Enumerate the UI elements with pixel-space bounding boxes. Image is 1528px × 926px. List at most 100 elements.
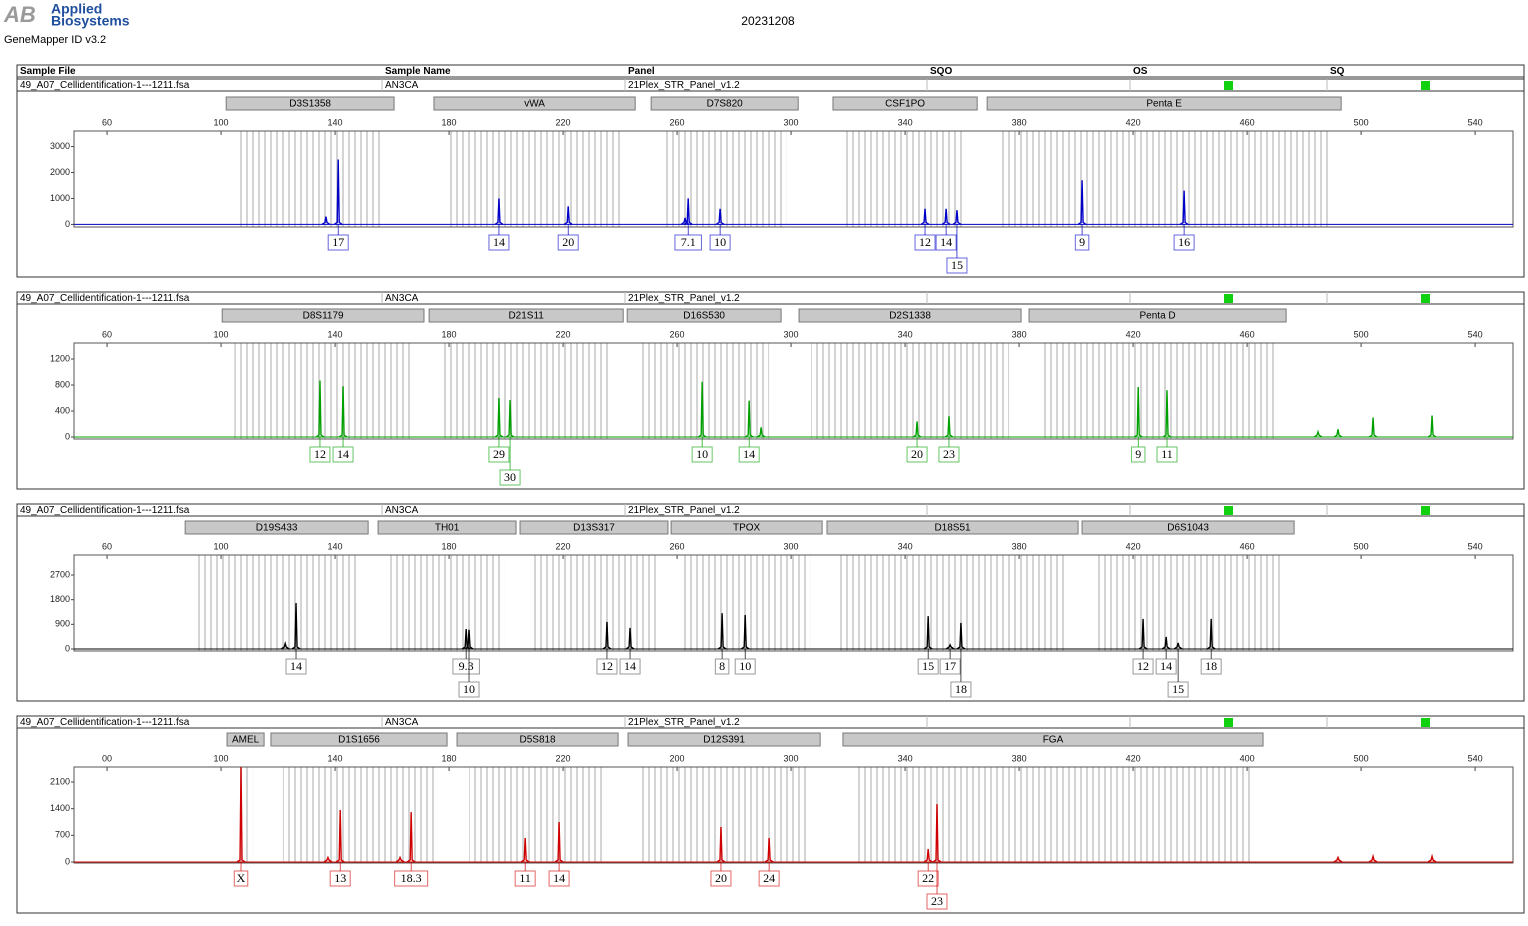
bin-region <box>1041 343 1275 439</box>
allele-label: 30 <box>504 470 516 484</box>
marker-name: D8S1179 <box>303 311 344 322</box>
marker-name: TPOX <box>733 523 761 534</box>
bin-region <box>999 131 1330 227</box>
allele-box <box>674 234 702 251</box>
marker-bar <box>842 732 1264 747</box>
marker-name: vWA <box>524 99 545 110</box>
allele-label: 17 <box>332 235 344 249</box>
peak <box>923 848 933 863</box>
peak <box>335 809 345 863</box>
plot-frame <box>73 130 1514 228</box>
sample-file: 49_A07_Cellidentification-1---1211.fsa <box>20 505 190 516</box>
marker-name: Penta E <box>1146 99 1182 110</box>
allele-box <box>906 446 928 463</box>
x-tick-label: 380 <box>1012 329 1027 339</box>
peak <box>697 381 707 438</box>
bin-region <box>1094 555 1283 651</box>
peak <box>554 821 564 863</box>
x-tick-label: 260 <box>670 541 685 551</box>
allele-box <box>548 870 570 887</box>
bin-region <box>639 343 770 439</box>
allele-label: 12 <box>1137 659 1149 673</box>
peak <box>323 855 333 863</box>
allele-label: 12 <box>314 447 326 461</box>
marker-bar <box>650 96 799 111</box>
peak <box>1333 855 1343 863</box>
allele-label: 20 <box>715 871 727 885</box>
allele-box <box>709 234 731 251</box>
marker-name: D2S1338 <box>889 311 931 322</box>
marker-bar <box>270 732 448 747</box>
x-tick-label: 180 <box>442 329 457 339</box>
allele-label: 14 <box>553 871 565 885</box>
x-tick-label: 380 <box>1012 117 1027 127</box>
bin-region <box>390 555 505 651</box>
bin-region <box>532 555 656 651</box>
peak <box>395 855 405 863</box>
status-icon <box>1224 294 1233 303</box>
x-tick-label: 540 <box>1468 753 1483 763</box>
peak <box>1179 190 1189 225</box>
allele-box <box>914 234 936 251</box>
marker-bar <box>433 96 636 111</box>
peak <box>764 837 774 863</box>
bin-region <box>663 131 787 227</box>
allele-box <box>691 446 713 463</box>
bin-region <box>441 343 612 439</box>
peak <box>744 400 754 438</box>
x-tick-label: 340 <box>898 541 913 551</box>
allele-label: 29 <box>493 447 505 461</box>
marker-name: D1S1656 <box>338 735 380 746</box>
x-tick-label: 140 <box>328 753 343 763</box>
allele-label: 7.1 <box>681 235 696 249</box>
allele-box <box>285 658 307 675</box>
peak <box>1313 429 1323 438</box>
marker-bar <box>626 308 782 323</box>
peak <box>291 602 301 650</box>
bin-region <box>445 131 624 227</box>
x-tick-label: 460 <box>1240 541 1255 551</box>
x-tick-label: 60 <box>102 329 112 339</box>
y-tick-label: 2100 <box>50 776 70 786</box>
peak <box>716 826 726 863</box>
y-tick-label: 2700 <box>50 569 70 579</box>
allele-label: 14 <box>493 235 505 249</box>
peak <box>563 206 573 225</box>
report-date: 20231208 <box>741 14 795 28</box>
x-tick-label: 500 <box>1354 329 1369 339</box>
allele-box <box>332 446 354 463</box>
allele-label: 10 <box>696 447 708 461</box>
x-tick-label: 400 <box>1240 753 1255 763</box>
peak <box>740 614 750 650</box>
peak <box>923 616 933 650</box>
x-tick-label: 260 <box>670 117 685 127</box>
marker-bar <box>184 520 369 535</box>
y-tick-label: 400 <box>55 405 70 415</box>
x-tick-label: 220 <box>556 541 571 551</box>
x-tick-label: 180 <box>442 541 457 551</box>
x-tick-label: 60 <box>102 117 112 127</box>
sample-row <box>16 715 1525 729</box>
peak <box>941 208 951 225</box>
y-tick-label: 1000 <box>50 193 70 203</box>
status-icon <box>1421 81 1430 90</box>
x-tick-label: 220 <box>556 753 571 763</box>
x-tick-label: 420 <box>1126 117 1141 127</box>
marker-name: FGA <box>1043 735 1064 746</box>
allele-box <box>738 446 760 463</box>
peak <box>280 640 290 650</box>
status-icon <box>1224 506 1233 515</box>
allele-label: 23 <box>943 447 955 461</box>
peak <box>912 421 922 438</box>
bin-region <box>838 555 1067 651</box>
peak <box>1173 642 1183 650</box>
panel-name: 21Plex_STR_Panel_v1.2 <box>628 80 740 91</box>
sample-file: 49_A07_Cellidentification-1---1211.fsa <box>20 293 190 304</box>
marker-name: D13S317 <box>573 523 615 534</box>
allele-box <box>758 870 780 887</box>
peak <box>920 208 930 225</box>
bin-region <box>469 767 607 863</box>
x-tick-label: 00 <box>102 753 112 763</box>
x-tick-label: 220 <box>556 329 571 339</box>
